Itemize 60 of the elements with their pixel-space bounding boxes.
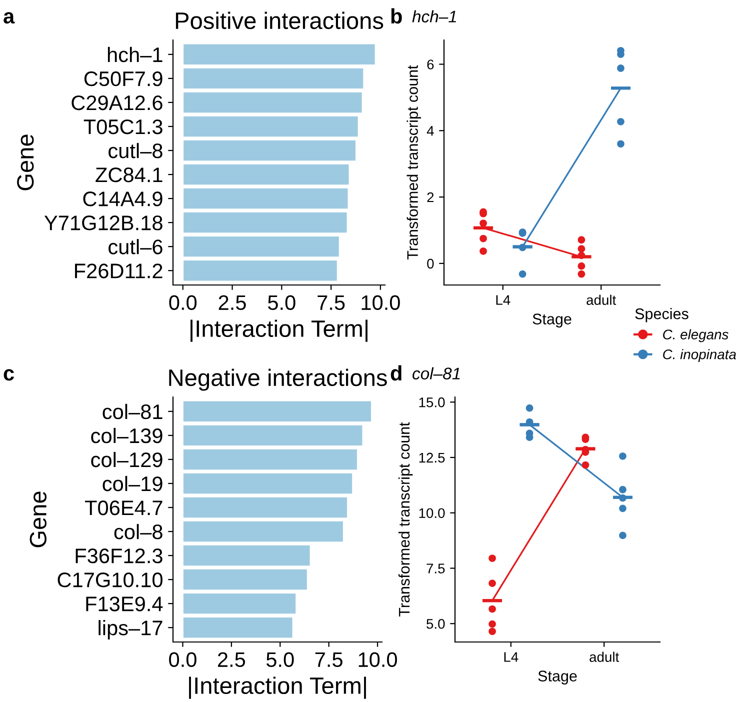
x-axis-title: |Interaction Term| bbox=[189, 676, 366, 699]
y-tick-label: cutl–6 bbox=[108, 239, 162, 254]
y-tick-label: C29A12.6 bbox=[72, 95, 162, 110]
y-tick-label: col–81 bbox=[102, 404, 162, 420]
y-tick-label: 0 bbox=[427, 258, 434, 269]
y-tick-label: col–129 bbox=[91, 452, 162, 468]
y-axis-title: Transformed transcript count bbox=[406, 65, 421, 260]
y-axis-title: Transformed transcript count bbox=[398, 422, 413, 617]
x-tick-label: 7.5 bbox=[318, 295, 345, 310]
y-tick-label: 6 bbox=[427, 60, 434, 70]
x-axis-title: Stage bbox=[532, 314, 572, 328]
chart-title: Negative interactions bbox=[169, 368, 387, 391]
y-tick-label: F26D11.2 bbox=[75, 264, 162, 278]
text: c bbox=[4, 369, 14, 381]
x-tick-label: 2.5 bbox=[218, 295, 246, 310]
x-axis-title: Stage bbox=[538, 670, 577, 684]
text: a bbox=[4, 12, 15, 24]
y-tick-label: 7.5 bbox=[426, 564, 445, 574]
y-tick-label: 10.0 bbox=[419, 508, 445, 518]
x-tick-label: 0.0 bbox=[169, 652, 196, 668]
x-tick-label: 2.5 bbox=[218, 652, 246, 668]
x-tick-label: adult bbox=[590, 652, 620, 662]
y-tick-label: F36F12.3 bbox=[76, 548, 162, 564]
y-tick-label: hch–1 bbox=[108, 46, 162, 62]
y-tick-label: C14A4.9 bbox=[83, 192, 162, 206]
y-tick-label: Y71G12B.18 bbox=[44, 216, 162, 230]
y-tick-label: ZC84.1 bbox=[96, 168, 162, 182]
y-axis-title: Gene bbox=[17, 134, 34, 190]
text: d bbox=[390, 365, 402, 381]
legend-title: Species bbox=[635, 308, 688, 322]
x-tick-label: 7.5 bbox=[315, 652, 342, 668]
y-axis-title: Gene bbox=[30, 492, 47, 548]
x-tick-label: L4 bbox=[496, 295, 510, 305]
x-tick-label: 5.0 bbox=[268, 295, 296, 310]
y-tick-label: 2 bbox=[427, 192, 434, 202]
y-tick-label: 4 bbox=[426, 126, 434, 136]
legend-label: C. inopinata bbox=[663, 349, 736, 362]
x-tick-label: 5.0 bbox=[266, 652, 294, 668]
y-tick-label: lips–17 bbox=[98, 620, 162, 640]
x-tick-label: 10.0 bbox=[362, 295, 400, 310]
y-tick-label: col–139 bbox=[91, 428, 162, 444]
y-tick-label: col–19 bbox=[102, 476, 162, 492]
y-tick-label: C50F7.9 bbox=[84, 71, 162, 86]
chart-title: Positive interactions bbox=[176, 12, 384, 30]
y-tick-label: T06E4.7 bbox=[84, 500, 162, 516]
x-axis-title: |Interaction Term| bbox=[190, 320, 368, 342]
y-tick-label: C17G10.10 bbox=[58, 572, 162, 588]
legend-label: C. elegans bbox=[663, 329, 728, 342]
y-tick-label: 12.5 bbox=[419, 452, 445, 463]
x-tick-label: 0.0 bbox=[169, 295, 197, 310]
x-tick-label: 10.0 bbox=[358, 652, 397, 668]
y-tick-label: 15.0 bbox=[419, 397, 445, 408]
x-tick-label: adult bbox=[586, 294, 616, 305]
y-tick-label: cutl–8 bbox=[108, 142, 162, 158]
y-tick-label: F13E9.4 bbox=[86, 596, 163, 612]
y-tick-label: 5.0 bbox=[426, 618, 445, 629]
y-tick-label: T05C1.3 bbox=[84, 119, 162, 134]
text: b bbox=[391, 8, 402, 24]
x-tick-label: L4 bbox=[504, 652, 518, 662]
y-tick-label: col–8 bbox=[114, 524, 162, 540]
